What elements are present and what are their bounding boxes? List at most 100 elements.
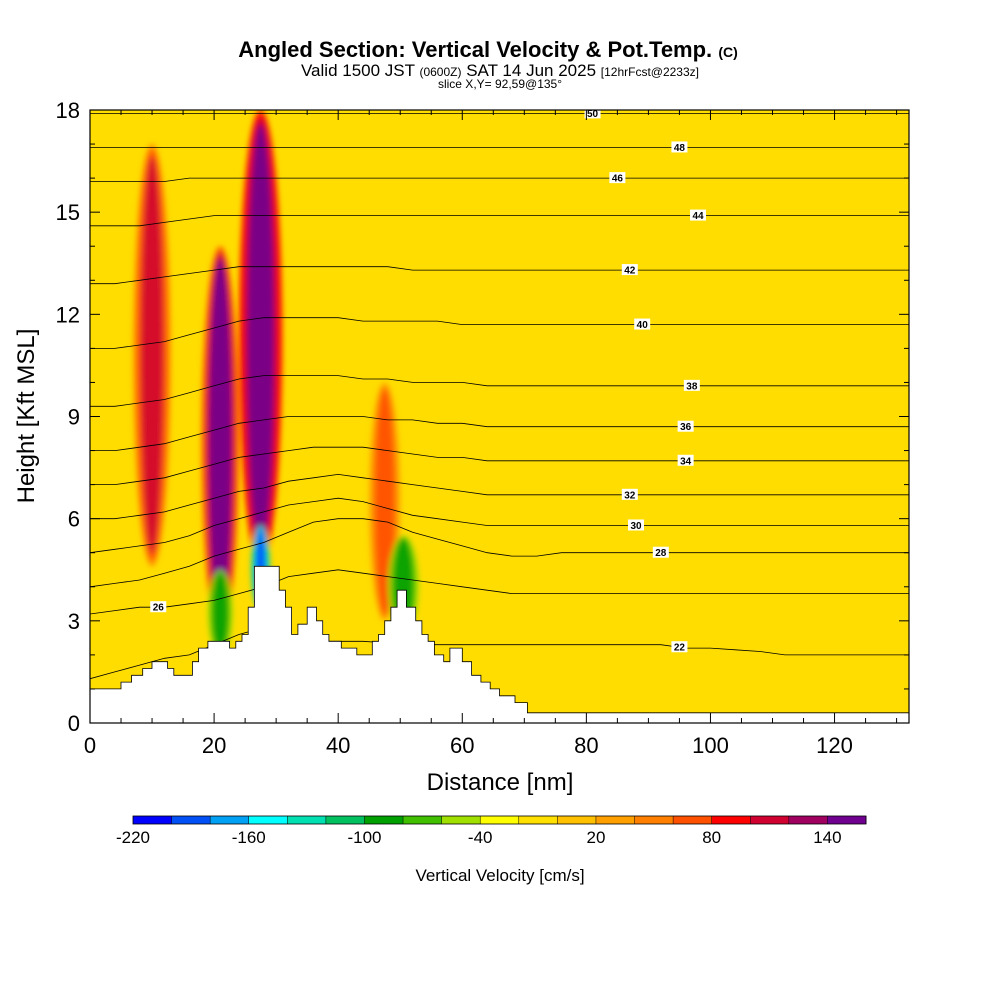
updraft-region bbox=[140, 156, 164, 554]
colorbar-swatch bbox=[441, 816, 481, 824]
chart-title: Angled Section: Vertical Velocity & Pot.… bbox=[238, 37, 738, 62]
colorbar-swatch bbox=[711, 816, 751, 824]
chart-subtitle-part-4: [12hrFcst@2233z] bbox=[601, 65, 699, 79]
svg-text:44: 44 bbox=[692, 211, 704, 222]
x-tick-label: 100 bbox=[692, 733, 729, 758]
updraft-region bbox=[247, 123, 274, 553]
colorbar-swatch bbox=[287, 816, 327, 824]
colorbar-swatch bbox=[673, 816, 713, 824]
colorbar-tick-label: -40 bbox=[468, 828, 493, 847]
y-tick-label: 12 bbox=[56, 302, 80, 327]
svg-text:34: 34 bbox=[680, 456, 692, 467]
isentrope-line bbox=[90, 627, 909, 680]
x-tick-label: 120 bbox=[816, 733, 853, 758]
colorbar-swatch bbox=[595, 816, 636, 824]
colorbar-swatch bbox=[171, 816, 211, 824]
chart-title-units: (C) bbox=[718, 44, 737, 60]
y-tick-label: 6 bbox=[68, 507, 80, 532]
y-tick-label: 9 bbox=[68, 405, 80, 430]
x-tick-label: 60 bbox=[450, 733, 474, 758]
chart-subtitle: Valid 1500 JST (0600Z) SAT 14 Jun 2025 [… bbox=[301, 61, 699, 80]
contour-label: 28 bbox=[652, 546, 669, 559]
chart-subtitle-part-3: SAT 14 Jun 2025 bbox=[466, 61, 596, 80]
isentrope-line bbox=[90, 569, 909, 615]
velocity-field bbox=[133, 110, 419, 655]
colorbar-tick-label: 140 bbox=[813, 828, 841, 847]
updraft-region bbox=[209, 257, 232, 627]
svg-text:46: 46 bbox=[612, 174, 624, 185]
colorbar-swatch bbox=[480, 816, 520, 824]
svg-text:40: 40 bbox=[637, 320, 649, 331]
colorbar-tick-label: -220 bbox=[116, 828, 150, 847]
x-tick-label: 80 bbox=[574, 733, 598, 758]
contour-label: 32 bbox=[621, 488, 638, 501]
chart-subtitle-slice: slice X,Y= 92,59@135° bbox=[438, 77, 562, 91]
isentrope-line bbox=[90, 416, 909, 451]
isentrope-line bbox=[90, 518, 909, 588]
svg-text:42: 42 bbox=[624, 266, 636, 277]
y-axis-title: Height [Kft MSL] bbox=[13, 329, 40, 504]
colorbar-swatch bbox=[248, 816, 288, 824]
y-tick-label: 15 bbox=[56, 200, 80, 225]
svg-text:26: 26 bbox=[153, 603, 165, 614]
colorbar-swatch bbox=[210, 816, 250, 824]
isentrope-line bbox=[90, 317, 909, 349]
colorbar-tick-label: -100 bbox=[347, 828, 381, 847]
contour-label: 48 bbox=[671, 141, 688, 154]
svg-text:30: 30 bbox=[630, 521, 642, 532]
svg-text:28: 28 bbox=[655, 548, 667, 559]
colorbar-title: Vertical Velocity [cm/s] bbox=[415, 866, 584, 885]
colorbar-swatch bbox=[403, 816, 443, 824]
chart-title-main: Angled Section: Vertical Velocity & Pot.… bbox=[238, 37, 712, 62]
x-tick-label: 40 bbox=[326, 733, 350, 758]
y-tick-label: 0 bbox=[68, 711, 80, 736]
svg-text:22: 22 bbox=[674, 643, 686, 654]
contour-label: 40 bbox=[634, 318, 651, 331]
plot-area: 22 26 28 30 32 34 36 38 40 42 44 46 48 50 bbox=[90, 109, 909, 723]
x-axis: 0 20 40 60 80 100 120 bbox=[84, 110, 898, 758]
x-axis-title: Distance [nm] bbox=[427, 769, 574, 796]
colorbar-swatch bbox=[518, 816, 558, 824]
svg-text:38: 38 bbox=[686, 381, 698, 392]
colorbar-swatch bbox=[364, 816, 404, 824]
contour-label: 50 bbox=[584, 109, 601, 120]
updraft-region bbox=[375, 389, 395, 614]
colorbar-tick-label: 20 bbox=[586, 828, 605, 847]
contour-label: 36 bbox=[677, 420, 694, 433]
isentrope-line bbox=[90, 473, 909, 520]
x-tick-label: 20 bbox=[202, 733, 226, 758]
colorbar-swatch bbox=[133, 816, 173, 824]
colorbar-swatch bbox=[557, 816, 597, 824]
contour-label: 38 bbox=[683, 379, 700, 392]
terrain bbox=[90, 565, 909, 723]
contour-label: 34 bbox=[677, 454, 694, 467]
isentrope-line bbox=[90, 266, 909, 285]
isentrope-line bbox=[90, 375, 909, 407]
isentrope-line bbox=[90, 215, 909, 227]
isentrope-line bbox=[90, 177, 909, 182]
svg-text:32: 32 bbox=[624, 490, 636, 501]
chart-subtitle-part-2: (0600Z) bbox=[419, 65, 461, 79]
contour-label: 26 bbox=[150, 601, 167, 614]
colorbar-tick-label: -160 bbox=[232, 828, 266, 847]
colorbar-swatch bbox=[788, 816, 828, 824]
colorbar-swatch bbox=[325, 816, 365, 824]
colorbar-swatch bbox=[634, 816, 674, 824]
isentrope-line bbox=[90, 497, 909, 554]
contour-labels: 22 26 28 30 32 34 36 38 40 42 44 46 48 50 bbox=[150, 109, 707, 654]
colorbar-tick-label: 80 bbox=[702, 828, 721, 847]
contour-label: 44 bbox=[690, 209, 707, 222]
chart-subtitle-part-1: Valid 1500 JST bbox=[301, 61, 415, 80]
isentrope-line bbox=[90, 446, 909, 485]
svg-text:50: 50 bbox=[587, 109, 599, 120]
contour-label: 30 bbox=[628, 519, 644, 532]
contour-label: 42 bbox=[621, 264, 638, 277]
colorbar: -220 -160 -100 -40 20 80 140 bbox=[116, 815, 867, 847]
svg-text:48: 48 bbox=[674, 143, 686, 154]
colorbar-swatch bbox=[750, 816, 790, 824]
downdraft-region bbox=[212, 572, 228, 653]
y-tick-label: 3 bbox=[68, 609, 80, 634]
svg-text:36: 36 bbox=[680, 422, 692, 433]
contour-label: 22 bbox=[671, 641, 688, 654]
